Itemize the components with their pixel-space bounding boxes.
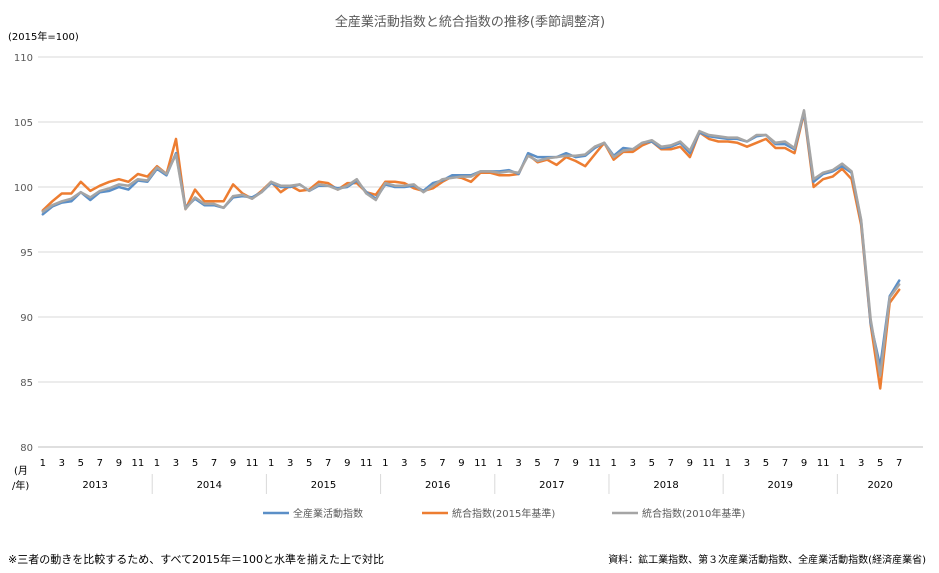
legend: 全産業活動指数 統合指数(2015年基準) 統合指数(2010年基準) [263,507,745,520]
x-axis-year-row-label: /年) [12,479,29,492]
x-tick-label-month: 9 [687,458,693,469]
chart-title: 全産業活動指数と統合指数の推移(季節調整済) [335,14,605,30]
x-tick-label-month: 7 [553,458,559,469]
x-tick-label-month: 9 [801,458,807,469]
x-tick-label-month: 5 [192,458,198,469]
x-tick-label-month: 7 [782,458,788,469]
x-tick-label-year: 2017 [539,480,564,491]
x-tick-label-month: 11 [588,458,601,469]
y-tick-label: 80 [20,443,33,454]
x-tick-label-month: 7 [896,458,902,469]
x-tick-label-year: 2020 [867,480,892,491]
y-tick-label: 100 [14,183,33,194]
x-tick-label-month: 3 [630,458,636,469]
footer-source: 資料：鉱工業指数、第３次産業活動指数、全産業活動指数(経済産業省) [608,553,926,566]
series-line-2 [41,109,901,377]
x-tick-label-month: 9 [458,458,464,469]
x-tick-label-month: 7 [97,458,103,469]
x-tick-label-month: 3 [858,458,864,469]
y-unit-label: (2015年=100) [8,30,79,43]
x-tick-label-month: 11 [360,458,373,469]
x-tick-label-month: 9 [230,458,236,469]
x-tick-label-month: 1 [611,458,617,469]
x-tick-label-month: 11 [703,458,716,469]
x-tick-label-month: 9 [572,458,578,469]
x-tick-label-year: 2013 [82,480,107,491]
x-tick-label-year: 2016 [425,480,450,491]
footer-note: ※三者の動きを比較するため、すべて2015年＝100と水準を揃えた上で対比 [8,552,384,566]
series-line-1 [41,111,901,390]
legend-label: 全産業活動指数 [293,507,363,520]
legend-label: 統合指数(2015年基準) [452,507,555,520]
x-tick-label-month: 5 [78,458,84,469]
y-axis-tick-labels: 80 85 90 95 100 105 110 [14,53,33,454]
x-tick-label-year: 2018 [653,480,678,491]
x-tick-label-month: 5 [534,458,540,469]
x-tick-label-year: 2014 [197,480,222,491]
x-tick-label-month: 1 [839,458,845,469]
x-tick-label-month: 7 [668,458,674,469]
x-tick-label-month: 3 [287,458,293,469]
x-tick-label-month: 7 [325,458,331,469]
x-tick-label-month: 3 [173,458,179,469]
x-tick-label-month: 1 [725,458,731,469]
x-tick-label-month: 1 [154,458,160,469]
x-tick-label-year: 2015 [311,480,336,491]
x-tick-label-month: 1 [382,458,388,469]
series-lines [41,109,901,390]
x-tick-label-month: 3 [59,458,65,469]
x-tick-label-month: 1 [268,458,274,469]
x-tick-label-month: 9 [344,458,350,469]
x-tick-label-month: 5 [877,458,883,469]
x-tick-label-month: 3 [401,458,407,469]
y-tick-label: 110 [14,53,33,64]
y-gridlines [38,56,923,448]
x-tick-label-month: 5 [420,458,426,469]
x-tick-label-month: 11 [474,458,487,469]
x-axis-month-row-label: (月 [14,465,28,477]
x-tick-label-month: 5 [649,458,655,469]
x-tick-label-month: 1 [496,458,502,469]
y-tick-label: 105 [14,118,33,129]
y-tick-label: 85 [20,378,33,389]
x-tick-label-month: 3 [744,458,750,469]
x-tick-label-month: 1 [40,458,46,469]
x-tick-label-month: 11 [246,458,259,469]
y-tick-label: 90 [20,313,33,324]
y-tick-label: 95 [20,248,33,259]
x-tick-label-month: 3 [515,458,521,469]
series-line-0 [41,110,901,368]
x-tick-label-month: 11 [132,458,145,469]
x-tick-label-month: 5 [763,458,769,469]
x-tick-label-month: 9 [116,458,122,469]
x-tick-label-year: 2019 [768,480,793,491]
x-tick-label-month: 11 [817,458,830,469]
legend-label: 統合指数(2010年基準) [642,507,745,520]
x-tick-label-month: 7 [211,458,217,469]
x-tick-label-month: 7 [439,458,445,469]
x-tick-label-month: 5 [306,458,312,469]
